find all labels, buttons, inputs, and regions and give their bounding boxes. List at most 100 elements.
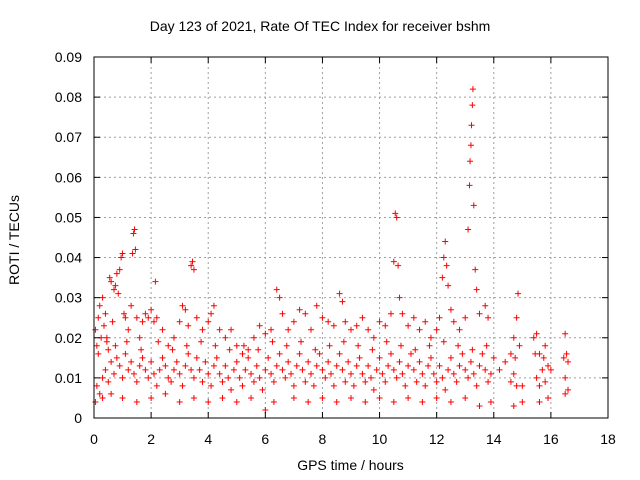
data-point — [312, 346, 319, 353]
data-point — [208, 382, 215, 389]
data-point — [228, 386, 235, 393]
data-point — [319, 366, 326, 373]
data-point — [405, 394, 412, 401]
data-point — [262, 366, 269, 373]
data-point — [176, 370, 183, 377]
data-point — [339, 366, 346, 373]
data-point — [270, 398, 277, 405]
data-point — [445, 282, 452, 289]
data-point — [115, 290, 122, 297]
data-point — [153, 382, 160, 389]
data-point — [170, 334, 177, 341]
data-point — [348, 326, 354, 333]
data-point — [410, 366, 417, 373]
data-point — [565, 386, 572, 393]
data-point — [128, 358, 135, 365]
data-point — [465, 374, 472, 381]
data-point — [219, 394, 226, 401]
data-point — [156, 366, 163, 373]
data-point — [262, 406, 269, 413]
data-point — [348, 394, 354, 401]
data-point — [482, 366, 489, 373]
data-point — [516, 342, 523, 349]
data-point — [373, 366, 380, 373]
data-point — [233, 342, 240, 349]
data-point — [362, 398, 369, 405]
data-point — [165, 374, 172, 381]
data-point — [565, 358, 572, 365]
data-point — [330, 382, 337, 389]
data-point — [396, 358, 403, 365]
series-points — [92, 86, 572, 413]
data-point — [453, 378, 460, 385]
data-point — [353, 322, 360, 329]
data-point — [250, 378, 257, 385]
data-point — [176, 398, 183, 405]
data-point — [189, 258, 196, 265]
x-tick-label: 8 — [319, 431, 327, 447]
data-point — [142, 310, 149, 317]
y-tick-label: 0.02 — [55, 330, 82, 346]
data-point — [145, 374, 152, 381]
data-point — [562, 390, 569, 397]
data-point — [370, 334, 377, 341]
data-point — [462, 366, 469, 373]
data-point — [130, 370, 137, 377]
data-point — [96, 302, 103, 309]
data-point — [170, 366, 177, 373]
data-point — [563, 350, 570, 357]
data-point — [345, 358, 352, 365]
data-point — [485, 378, 492, 385]
data-point — [233, 358, 240, 365]
data-point — [198, 338, 205, 345]
data-point — [133, 314, 140, 321]
data-point — [502, 358, 509, 365]
data-point — [470, 202, 477, 209]
data-point — [205, 398, 212, 405]
data-point — [393, 374, 400, 381]
data-point — [333, 362, 340, 369]
x-tick-label: 6 — [261, 431, 269, 447]
data-point — [159, 326, 166, 333]
data-point — [119, 394, 126, 401]
data-point — [512, 354, 519, 361]
data-point — [108, 358, 115, 365]
data-point — [390, 258, 397, 265]
data-point — [439, 374, 446, 381]
data-point — [519, 398, 526, 405]
data-point — [179, 302, 186, 309]
data-point — [106, 274, 113, 281]
data-point — [110, 286, 117, 293]
y-tick-label: 0.09 — [55, 49, 82, 65]
data-point — [467, 142, 474, 149]
data-point — [536, 382, 543, 389]
data-point — [445, 366, 452, 373]
data-point — [183, 342, 190, 349]
x-tick-label: 2 — [147, 431, 155, 447]
data-point — [116, 362, 123, 369]
data-point — [222, 334, 229, 341]
data-point — [407, 350, 414, 357]
data-point — [148, 394, 155, 401]
data-point — [545, 362, 552, 369]
data-point — [193, 354, 200, 361]
data-point — [282, 374, 289, 381]
data-point — [396, 294, 403, 301]
data-point — [185, 322, 192, 329]
data-point — [193, 314, 200, 321]
data-point — [325, 318, 332, 325]
data-point — [410, 314, 417, 321]
data-point — [165, 342, 172, 349]
data-point — [533, 330, 540, 337]
data-point — [233, 398, 240, 405]
data-point — [322, 374, 329, 381]
data-point — [145, 314, 152, 321]
data-point — [250, 334, 257, 341]
data-point — [469, 102, 476, 109]
data-point — [483, 342, 490, 349]
data-point — [456, 362, 463, 369]
data-point — [427, 354, 434, 361]
data-point — [383, 338, 390, 345]
data-point — [405, 322, 412, 329]
